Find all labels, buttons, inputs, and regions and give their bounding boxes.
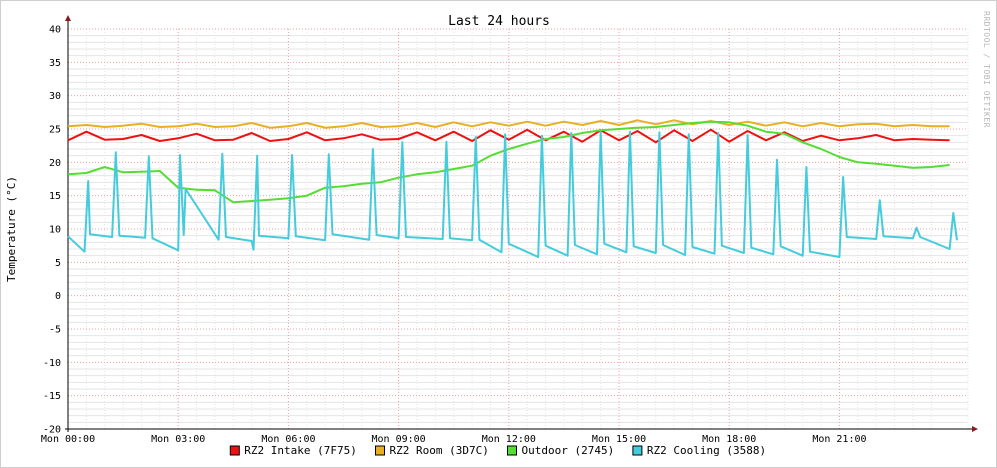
y-tick-label: 10 xyxy=(49,225,61,236)
x-axis-arrow xyxy=(972,426,978,432)
legend-label: RZ2 Cooling (3588) xyxy=(647,444,766,457)
x-tick-label: Mon 12:00 xyxy=(482,434,536,445)
legend-label: Outdoor (2745) xyxy=(522,444,615,457)
legend-label: RZ2 Room (3D7C) xyxy=(390,444,489,457)
grid xyxy=(67,28,969,430)
chart-title: Last 24 hours xyxy=(448,14,550,29)
legend-swatch xyxy=(507,445,517,456)
legend-swatch xyxy=(632,445,643,456)
y-tick-label: 35 xyxy=(49,58,61,69)
series-lines xyxy=(67,119,958,258)
legend-swatch xyxy=(229,445,240,456)
x-tick-label: Mon 00:00 xyxy=(41,434,95,445)
y-tick-label: 15 xyxy=(49,191,61,202)
series-line-1 xyxy=(67,119,950,129)
series-line-2 xyxy=(67,120,950,204)
y-axis-arrow xyxy=(65,15,71,21)
x-tick-label: Mon 09:00 xyxy=(372,434,426,445)
y-tick-label: -20 xyxy=(43,425,61,436)
x-tick-label: Mon 15:00 xyxy=(592,434,646,445)
y-tick-label: 40 xyxy=(49,25,61,36)
y-tick-label: -10 xyxy=(43,358,61,369)
y-axis-label: Temperature (°C) xyxy=(5,176,18,282)
x-tick-label: Mon 06:00 xyxy=(261,434,315,445)
y-tick-label: 30 xyxy=(49,91,61,102)
y-tick-label: -15 xyxy=(43,391,61,402)
y-tick-label: 20 xyxy=(49,158,61,169)
series-line-0 xyxy=(67,128,950,144)
x-tick-label: Mon 03:00 xyxy=(151,434,205,445)
y-tick-label: -5 xyxy=(49,325,61,336)
y-tick-label: 0 xyxy=(55,291,61,302)
watermark: RRDTOOL / TOBI OETIKER xyxy=(982,11,991,128)
y-tick-label: 25 xyxy=(49,125,61,136)
legend: RZ2 Intake (7F75) RZ2 Room (3D7C) Outdoor … xyxy=(229,444,766,457)
series-line-3 xyxy=(67,130,958,258)
legend-swatch xyxy=(375,445,385,456)
x-tick-label: Mon 21:00 xyxy=(812,434,866,445)
y-tick-label: 5 xyxy=(55,258,61,269)
x-tick-label: Mon 18:00 xyxy=(702,434,756,445)
legend-label: RZ2 Intake (7F75) xyxy=(244,444,357,457)
